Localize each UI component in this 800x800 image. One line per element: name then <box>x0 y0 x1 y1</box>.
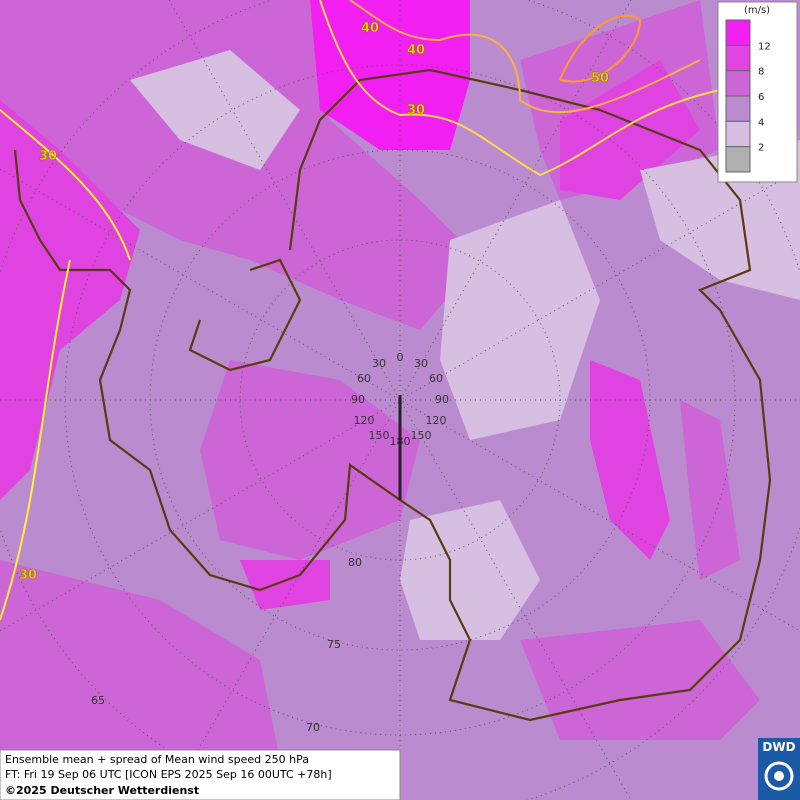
longitude-label: 150 <box>369 429 390 442</box>
field-band <box>400 500 540 640</box>
field-band <box>0 560 280 760</box>
coastline <box>13 149 401 592</box>
contour-label: 30 <box>39 149 57 164</box>
longitude-label: 0 <box>397 351 404 364</box>
coastlines <box>13 68 772 722</box>
latitude-label: 80 <box>348 556 362 569</box>
field-band <box>0 0 480 330</box>
field-band <box>240 560 330 610</box>
latitude-label: 75 <box>327 638 341 651</box>
copyright: ©2025 Deutscher Wetterdienst <box>5 784 199 797</box>
legend-label: 8 <box>758 67 764 78</box>
contour-label: 40 <box>361 21 379 36</box>
field-band <box>440 200 600 440</box>
coastline <box>288 68 772 722</box>
legend-swatch <box>725 19 751 46</box>
legend-swatch <box>725 146 751 173</box>
longitude-label: 90 <box>351 393 365 406</box>
legend-unit: (m/s) <box>744 5 770 16</box>
legend-label: 2 <box>758 143 764 154</box>
longitude-label: 120 <box>426 414 447 427</box>
footer: Ensemble mean + spread of Mean wind spee… <box>0 749 401 800</box>
contour-label: 30 <box>407 103 425 118</box>
latitude-label: 70 <box>306 721 320 734</box>
legend-swatch <box>725 70 751 97</box>
legend-items: 12 8 6 4 2 <box>725 19 771 173</box>
contours <box>0 0 721 621</box>
contour <box>559 14 642 83</box>
legend: (m/s) 12 8 6 4 2 <box>717 1 798 183</box>
contour <box>319 0 721 177</box>
legend-swatch <box>725 120 751 148</box>
longitude-label: 60 <box>357 372 371 385</box>
longitude-label: 30 <box>414 357 428 370</box>
contour-label: 50 <box>591 71 609 86</box>
field-band <box>590 360 670 560</box>
longitude-label: 180 <box>390 435 411 448</box>
field-band <box>200 360 420 560</box>
logo-swirl <box>764 761 794 791</box>
field-band <box>560 60 700 200</box>
longitude-label: 150 <box>411 429 432 442</box>
coastline <box>188 258 302 372</box>
latitude-label: 65 <box>91 694 105 707</box>
field-band <box>130 50 300 170</box>
field-band <box>680 400 740 580</box>
footer-line: Ensemble mean + spread of Mean wind spee… <box>5 753 309 766</box>
legend-label: 12 <box>758 41 771 52</box>
longitude-label: 90 <box>435 393 449 406</box>
footer-box <box>0 749 401 800</box>
longitude-label: 120 <box>354 414 375 427</box>
longitude-label: 60 <box>429 372 443 385</box>
legend-label: 6 <box>758 92 764 103</box>
legend-swatch <box>725 95 751 122</box>
contour-label: 30 <box>19 568 37 583</box>
contour <box>349 0 701 114</box>
contour <box>0 109 131 621</box>
logo-swirl <box>774 771 784 781</box>
legend-swatch <box>725 44 751 72</box>
footer-line: FT: Fri 19 Sep 06 UTC [ICON EPS 2025 Sep… <box>5 768 332 781</box>
legend-label: 4 <box>758 117 764 128</box>
logo: DWD <box>758 738 800 800</box>
longitude-label: 30 <box>372 357 386 370</box>
logo-text: DWD <box>762 740 795 754</box>
contour-label: 40 <box>407 43 425 58</box>
